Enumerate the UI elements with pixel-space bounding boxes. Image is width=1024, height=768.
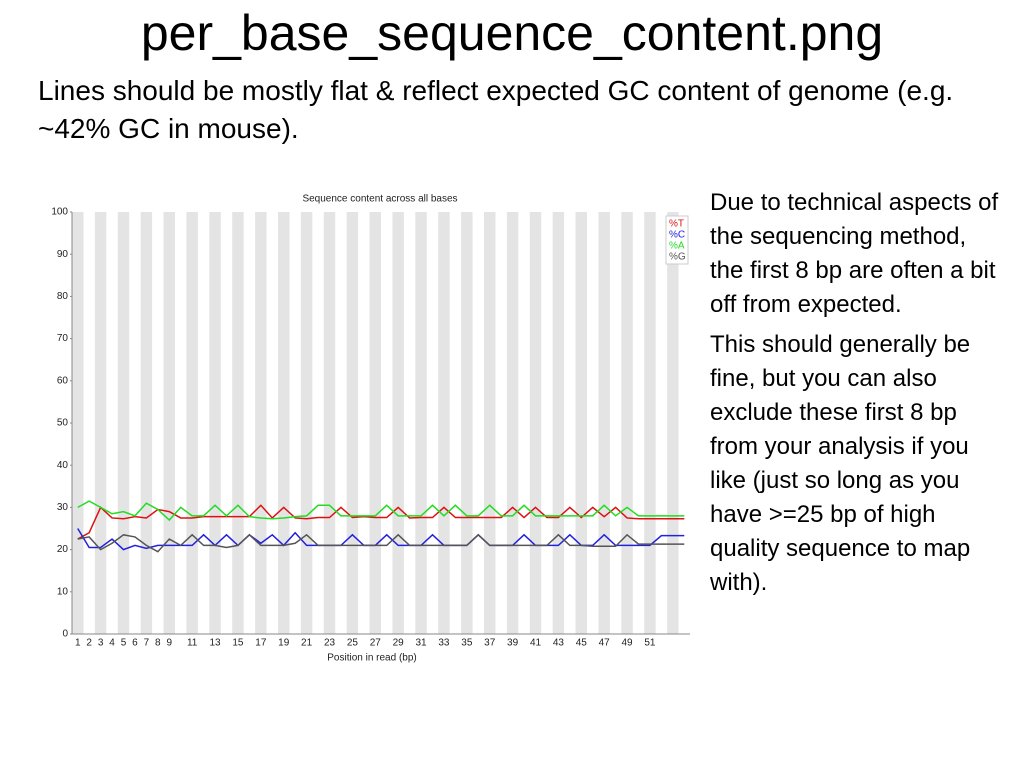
- x-tick-label: 37: [484, 638, 496, 649]
- stripe: [621, 212, 633, 634]
- legend-box: [665, 215, 689, 265]
- x-tick-label: 8: [155, 638, 161, 649]
- stripe: [117, 212, 130, 634]
- stripe: [186, 212, 198, 634]
- note: This should generally be fine, but you c…: [710, 331, 971, 596]
- stripe: [94, 212, 107, 634]
- x-tick-label: 31: [415, 638, 427, 649]
- y-tick-label: 20: [57, 544, 69, 555]
- y-tick-label: 60: [57, 375, 69, 386]
- legend-entry: %A: [669, 241, 685, 252]
- stripe: [484, 212, 496, 634]
- x-tick-label: 4: [109, 638, 115, 649]
- x-tick-label: 6: [132, 638, 138, 649]
- stripe: [575, 212, 587, 634]
- x-tick-label: 9: [166, 638, 172, 649]
- stripe: [300, 212, 313, 634]
- y-tick-label: 30: [57, 502, 69, 513]
- legend-entry: %T: [669, 219, 684, 230]
- x-tick-label: 43: [553, 638, 565, 649]
- chart: Sequence content across all bases Positi…: [51, 194, 690, 664]
- y-tick-label: 40: [57, 460, 69, 471]
- stripe: [323, 212, 336, 634]
- stripe: [598, 212, 610, 634]
- slide-title: per_base_sequence_content.png: [140, 5, 884, 61]
- stripe: [369, 212, 381, 634]
- x-tick-label: 13: [209, 638, 221, 649]
- x-tick-label: 25: [347, 638, 359, 649]
- x-tick-label: 5: [121, 638, 127, 649]
- stripe: [140, 212, 153, 634]
- y-tick-label: 70: [57, 333, 69, 344]
- stripe: [392, 212, 404, 634]
- y-tick-label: 50: [57, 418, 69, 429]
- x-axis-label: Position in read (bp): [327, 653, 417, 664]
- x-tick-label: 39: [507, 638, 519, 649]
- series-line: [77, 500, 685, 522]
- legend-entry: %C: [669, 230, 685, 241]
- notes: Due to technical aspects of the sequenci…: [710, 186, 1000, 606]
- x-tick-label: 33: [438, 638, 450, 649]
- x-tick-label: 35: [461, 638, 473, 649]
- series-line: [77, 533, 685, 553]
- stripe: [506, 212, 519, 634]
- x-tick-label: 47: [599, 638, 611, 649]
- x-tick-label: 27: [370, 638, 382, 649]
- x-tick-label: 21: [301, 638, 313, 649]
- stripe: [72, 212, 84, 634]
- x-tick-label: 41: [530, 638, 542, 649]
- stripe: [209, 212, 221, 634]
- stripe: [278, 212, 290, 634]
- legend-entry: %G: [669, 252, 686, 263]
- y-tick-label: 100: [51, 207, 68, 218]
- slide-subtitle: Lines should be mostly flat & reflect ex…: [38, 75, 954, 144]
- x-tick-label: 19: [278, 638, 290, 649]
- y-tick-label: 10: [57, 586, 69, 597]
- x-tick-label: 7: [144, 638, 150, 649]
- stripe: [163, 212, 175, 634]
- x-tick-label: 11: [187, 638, 198, 649]
- stripe: [438, 212, 450, 634]
- stripe: [232, 212, 244, 634]
- stripe: [346, 212, 359, 634]
- x-tick-label: 1: [75, 638, 81, 649]
- x-tick-label: 49: [621, 638, 633, 649]
- x-tick-label: 15: [232, 638, 244, 649]
- stripe: [255, 212, 267, 634]
- stripe: [667, 212, 679, 634]
- y-tick-label: 80: [57, 291, 69, 302]
- chart-title: Sequence content across all bases: [302, 194, 457, 205]
- x-tick-label: 29: [393, 638, 405, 649]
- y-tick-label: 90: [57, 249, 69, 260]
- x-tick-label: 23: [324, 638, 336, 649]
- x-tick-label: 45: [576, 638, 588, 649]
- stripe: [461, 212, 473, 634]
- stripe: [644, 212, 656, 634]
- stripe: [415, 212, 427, 634]
- x-tick-label: 51: [644, 638, 656, 649]
- x-tick-label: 17: [255, 638, 267, 649]
- stripe: [529, 212, 542, 634]
- stripe: [552, 212, 565, 634]
- note: Due to technical aspects of the sequenci…: [710, 189, 999, 318]
- x-tick-label: 2: [86, 638, 92, 649]
- x-tick-label: 3: [98, 638, 104, 649]
- y-tick-label: 0: [62, 629, 68, 640]
